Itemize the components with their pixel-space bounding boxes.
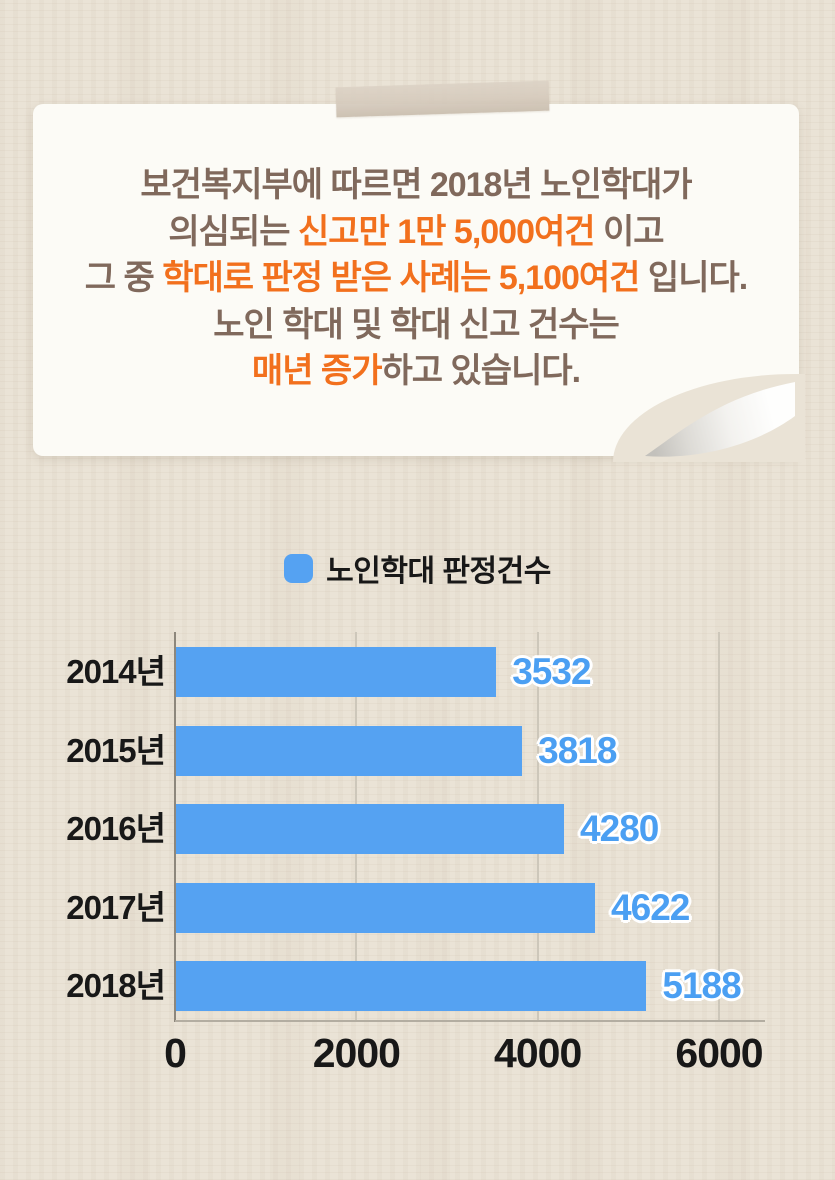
note-line: 그 중 학대로 판정 받은 사례는 5,100여건 입니다. bbox=[33, 255, 799, 302]
note-text-segment: 이고 bbox=[594, 212, 665, 251]
note-line: 의심되는 신고만 1만 5,000여건 이고 bbox=[33, 209, 799, 256]
bar-value-label: 4622 bbox=[611, 886, 690, 928]
note-text-segment: 입니다. bbox=[639, 259, 748, 297]
bar bbox=[176, 961, 647, 1012]
x-axis-line bbox=[175, 1020, 765, 1022]
x-tick-label: 2000 bbox=[312, 1030, 401, 1076]
note-text-segment: 신고만 1만 5,000여건 bbox=[297, 212, 596, 251]
note-text-segment: 노인 학대 및 학대 신고 건수는 bbox=[213, 305, 620, 344]
note-text-segment: 매년 증가 bbox=[251, 352, 383, 390]
category-label: 2016년 bbox=[66, 810, 166, 848]
legend-swatch bbox=[284, 553, 314, 583]
note-text-segment: 하고 있습니다. bbox=[381, 352, 582, 390]
bar bbox=[176, 882, 596, 933]
note-text-segment: 보건복지부에 따르면 2018년 노인학대가 bbox=[140, 166, 692, 204]
category-label: 2014년 bbox=[66, 653, 166, 690]
note-text-segment: 그 중 bbox=[84, 259, 163, 297]
bar bbox=[176, 647, 497, 697]
x-tick-label: 0 bbox=[164, 1030, 187, 1076]
bar-value-label: 5188 bbox=[662, 965, 741, 1007]
legend: 노인학대 판정건수 bbox=[0, 546, 835, 590]
x-tick-label: 6000 bbox=[675, 1030, 763, 1076]
note-line: 매년 증가하고 있습니다. bbox=[33, 348, 799, 395]
note-text-segment: 의심되는 bbox=[168, 212, 298, 251]
note-line: 보건복지부에 따르면 2018년 노인학대가 bbox=[33, 162, 799, 209]
category-label: 2018년 bbox=[66, 967, 166, 1005]
category-label: 2017년 bbox=[66, 888, 166, 926]
bar-value-label: 4280 bbox=[580, 808, 659, 850]
bar bbox=[176, 725, 523, 776]
bar-value-label: 3532 bbox=[512, 651, 591, 692]
bar bbox=[176, 804, 565, 855]
note-line: 노인 학대 및 학대 신고 건수는 bbox=[33, 302, 799, 349]
gridline bbox=[718, 632, 720, 1020]
category-label: 2015년 bbox=[66, 731, 166, 769]
legend-label: 노인학대 판정건수 bbox=[326, 555, 551, 588]
note-text-segment: 학대로 판정 받은 사례는 5,100여건 bbox=[162, 259, 640, 297]
bar-value-label: 3818 bbox=[538, 729, 617, 771]
x-tick-label: 4000 bbox=[494, 1030, 582, 1076]
y-axis-line bbox=[174, 632, 176, 1022]
